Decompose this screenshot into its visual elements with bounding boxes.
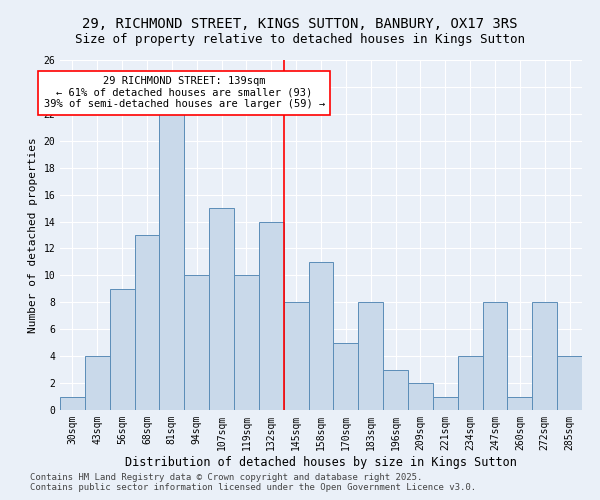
- Bar: [482, 302, 508, 410]
- Bar: [209, 208, 234, 410]
- Bar: [557, 356, 582, 410]
- Bar: [160, 114, 184, 410]
- Bar: [433, 396, 458, 410]
- Text: Contains HM Land Registry data © Crown copyright and database right 2025.
Contai: Contains HM Land Registry data © Crown c…: [30, 473, 476, 492]
- Bar: [508, 396, 532, 410]
- Bar: [259, 222, 284, 410]
- Bar: [134, 235, 160, 410]
- Bar: [383, 370, 408, 410]
- Bar: [284, 302, 308, 410]
- Bar: [458, 356, 482, 410]
- Bar: [110, 289, 134, 410]
- Bar: [234, 276, 259, 410]
- Bar: [358, 302, 383, 410]
- Bar: [408, 383, 433, 410]
- Text: 29 RICHMOND STREET: 139sqm
← 61% of detached houses are smaller (93)
39% of semi: 29 RICHMOND STREET: 139sqm ← 61% of deta…: [44, 76, 325, 110]
- Text: 29, RICHMOND STREET, KINGS SUTTON, BANBURY, OX17 3RS: 29, RICHMOND STREET, KINGS SUTTON, BANBU…: [82, 18, 518, 32]
- Bar: [308, 262, 334, 410]
- Text: Size of property relative to detached houses in Kings Sutton: Size of property relative to detached ho…: [75, 32, 525, 46]
- Bar: [85, 356, 110, 410]
- Bar: [60, 396, 85, 410]
- Bar: [532, 302, 557, 410]
- Bar: [184, 276, 209, 410]
- Y-axis label: Number of detached properties: Number of detached properties: [28, 137, 38, 333]
- X-axis label: Distribution of detached houses by size in Kings Sutton: Distribution of detached houses by size …: [125, 456, 517, 468]
- Bar: [334, 342, 358, 410]
